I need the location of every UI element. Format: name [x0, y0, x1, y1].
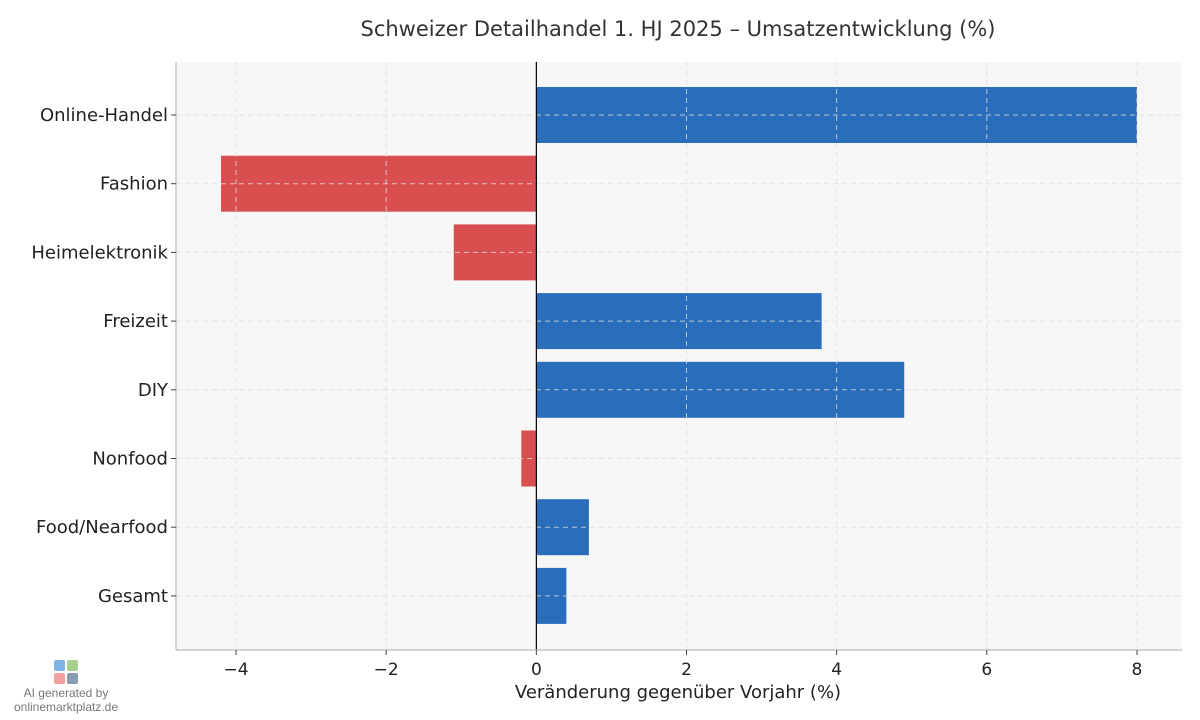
y-tick-label: Freizeit [103, 311, 168, 332]
y-tick-label: DIY [138, 380, 169, 401]
x-axis-label: Veränderung gegenüber Vorjahr (%) [515, 682, 841, 703]
x-tick-label: 8 [1132, 660, 1143, 680]
watermark: AI generated by onlinemarktplatz.de [6, 660, 126, 714]
y-tick-label: Gesamt [98, 586, 168, 607]
watermark-line2: onlinemarktplatz.de [13, 700, 119, 714]
x-tick-label: 2 [681, 660, 692, 680]
y-tick-label: Online-Handel [40, 105, 168, 126]
x-tick-label: −2 [374, 660, 399, 680]
x-tick-label: −4 [224, 660, 249, 680]
watermark-line1: AI generated by [23, 686, 109, 700]
chart-title: Schweizer Detailhandel 1. HJ 2025 – Umsa… [360, 17, 995, 41]
y-tick-label: Heimelektronik [31, 242, 168, 263]
x-tick-label: 4 [831, 660, 842, 680]
x-tick-label: 6 [981, 660, 992, 680]
bar-freizeit [536, 293, 822, 350]
y-tick-label: Food/Nearfood [36, 517, 168, 538]
y-tick-label: Nonfood [92, 449, 168, 470]
x-tick-label: 0 [531, 660, 542, 680]
bar-gesamt [536, 567, 567, 624]
logo-icon [54, 660, 78, 684]
plot-area [176, 62, 1182, 650]
y-tick-label: Fashion [100, 174, 168, 195]
